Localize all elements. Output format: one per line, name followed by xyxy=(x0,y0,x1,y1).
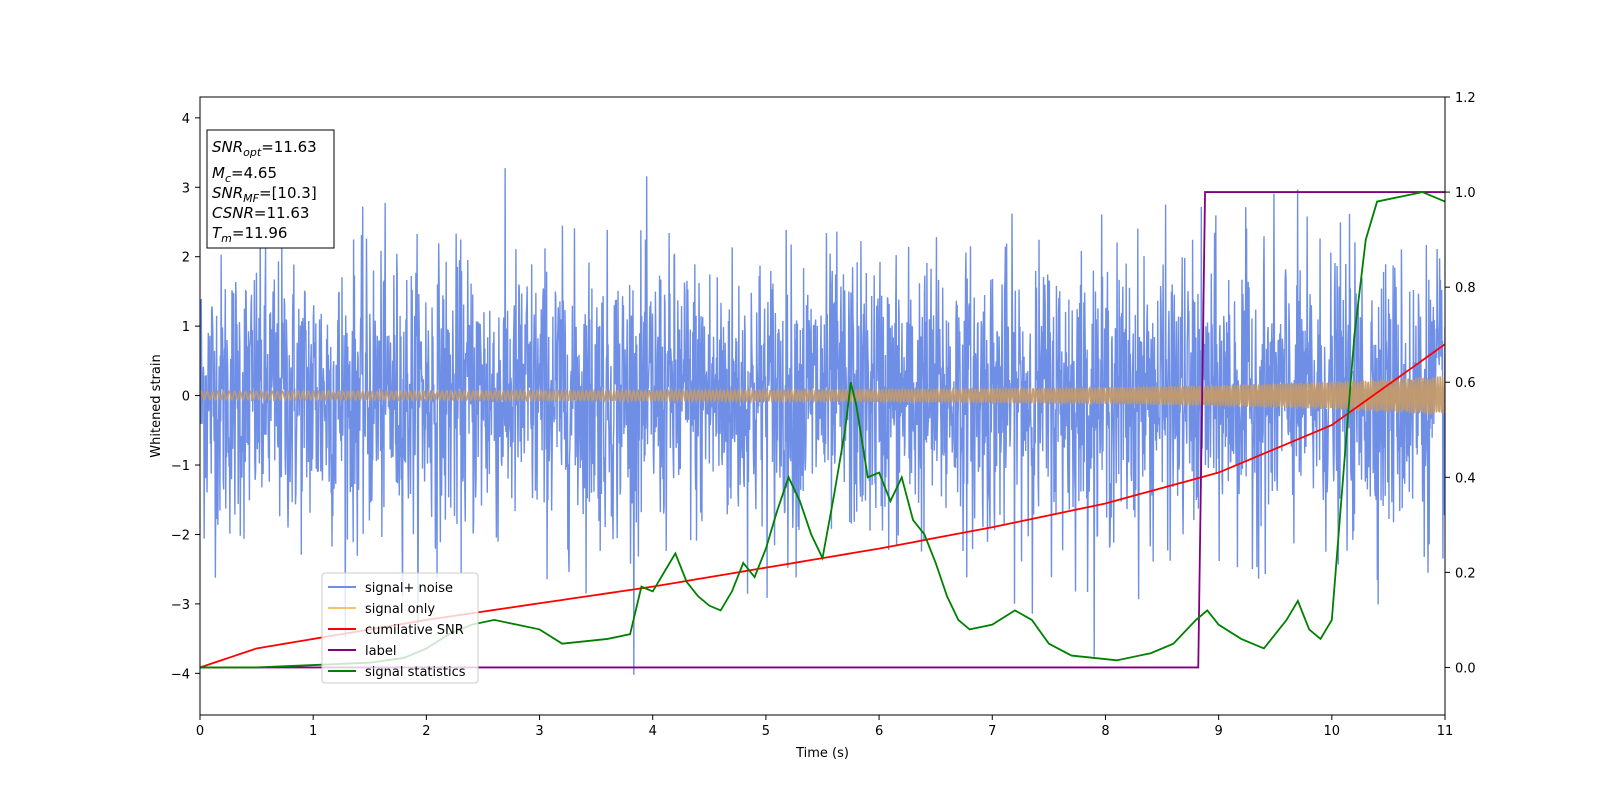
axes: 0 1 2 3 4 5 6 7 8 9 10 1143210−1−2−3−41.21.00.80.60… xyxy=(149,91,1476,761)
y-tick-label: 4 xyxy=(182,112,190,127)
legend-entry: signal+ noise xyxy=(365,581,453,596)
info-mc: Mc=4.65 xyxy=(212,164,277,185)
plot-area xyxy=(200,168,1445,675)
info-box-frame xyxy=(206,129,335,249)
y2-tick-label: 0.4 xyxy=(1455,471,1476,486)
series-label xyxy=(200,191,1445,669)
x-tick-label: 2 xyxy=(422,724,430,739)
info-snr-mf: SNRMF=[10.3] xyxy=(212,184,317,205)
x-tick-label: 9 xyxy=(1214,724,1222,739)
info-tm: Tm=11.96 xyxy=(212,224,287,245)
x-tick-label: 11 xyxy=(1437,724,1454,739)
y-tick-label: 1 xyxy=(182,320,190,335)
y-tick-label: −1 xyxy=(171,459,190,474)
info-box: SNRopt=11.63 Mc=4.65SNRMF=[10.3]CSNR=11.6… xyxy=(206,129,335,249)
x-tick-label: 6 xyxy=(875,724,883,739)
y-tick-label: −3 xyxy=(171,598,190,613)
y2-tick-label: 0.6 xyxy=(1455,376,1476,391)
x-tick-label: 8 xyxy=(1101,724,1109,739)
x-axis-label: Time (s) xyxy=(795,746,849,761)
y-tick-label: 0 xyxy=(182,390,190,405)
y2-tick-label: 0.8 xyxy=(1455,281,1476,296)
y-axis-label: Whitened strain xyxy=(149,354,164,457)
x-tick-label: 10 xyxy=(1324,724,1341,739)
series-signal-statistics xyxy=(200,191,1445,669)
x-tick-label: 0 xyxy=(196,724,204,739)
axes-frame xyxy=(199,96,1446,716)
y2-tick-label: 0.2 xyxy=(1455,566,1476,581)
legend-frame xyxy=(321,572,479,684)
x-tick-label: 4 xyxy=(649,724,657,739)
legend-entry: label xyxy=(365,644,396,659)
y-tick-label: 2 xyxy=(182,251,190,266)
y-tick-label: −4 xyxy=(171,667,190,682)
x-tick-label: 5 xyxy=(762,724,770,739)
series-cumulative-snr xyxy=(200,343,1445,669)
x-tick-label: 3 xyxy=(535,724,543,739)
legend-entry: cumilative SNR xyxy=(365,623,464,638)
legend-entry: signal statistics xyxy=(365,665,466,680)
info-snr-opt: SNRopt=11.63 xyxy=(212,138,317,159)
y-tick-label: −2 xyxy=(171,528,190,543)
legend-entry: signal only xyxy=(365,602,435,617)
legend: signal+ noise signal only cumilative SNR la… xyxy=(321,572,479,684)
x-tick-label: 7 xyxy=(988,724,996,739)
y-tick-label: 3 xyxy=(182,181,190,196)
y2-tick-label: 1.0 xyxy=(1455,186,1476,201)
series-signal-only xyxy=(200,376,1445,415)
y2-tick-label: 1.2 xyxy=(1455,91,1476,106)
x-tick-label: 1 xyxy=(309,724,317,739)
series-signal-noise xyxy=(200,168,1445,675)
y2-tick-label: 0.0 xyxy=(1455,661,1476,676)
info-csnr: CSNR=11.63 xyxy=(212,204,309,222)
